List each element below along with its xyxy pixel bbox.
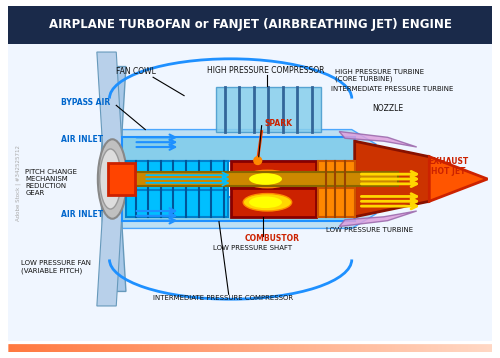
FancyBboxPatch shape xyxy=(8,44,492,341)
Text: AIR INLET: AIR INLET xyxy=(61,135,103,144)
Text: SPARK: SPARK xyxy=(264,119,292,128)
FancyBboxPatch shape xyxy=(112,172,399,186)
FancyBboxPatch shape xyxy=(126,161,228,190)
Polygon shape xyxy=(339,211,416,227)
Text: LOW PRESSURE SHAFT: LOW PRESSURE SHAFT xyxy=(213,245,292,251)
Text: HIGH PRESSURE TURBINE
(CORE TURBINE): HIGH PRESSURE TURBINE (CORE TURBINE) xyxy=(336,68,424,82)
Ellipse shape xyxy=(249,197,282,208)
Text: EXHAUST
HOT JET: EXHAUST HOT JET xyxy=(428,157,469,176)
Ellipse shape xyxy=(243,194,292,211)
Polygon shape xyxy=(122,207,376,228)
Polygon shape xyxy=(97,179,124,306)
Text: LOW PRESSURE FAN
(VARIABLE PITCH): LOW PRESSURE FAN (VARIABLE PITCH) xyxy=(22,261,92,274)
Text: AIR INLET: AIR INLET xyxy=(61,211,103,219)
Text: INTERMEDIATE PRESSURE TURBINE: INTERMEDIATE PRESSURE TURBINE xyxy=(332,86,454,92)
Text: INTERMEDIATE PRESSURE COMPRESSOR: INTERMEDIATE PRESSURE COMPRESSOR xyxy=(153,295,293,301)
FancyBboxPatch shape xyxy=(318,161,354,188)
Ellipse shape xyxy=(249,173,282,185)
Polygon shape xyxy=(430,157,488,201)
Text: Adobe Stock | #342525712: Adobe Stock | #342525712 xyxy=(16,145,21,221)
Polygon shape xyxy=(100,67,126,179)
Polygon shape xyxy=(122,130,376,151)
Ellipse shape xyxy=(98,139,127,219)
FancyBboxPatch shape xyxy=(216,87,321,131)
Polygon shape xyxy=(354,141,454,217)
Polygon shape xyxy=(100,179,126,291)
Ellipse shape xyxy=(100,149,121,209)
Text: COMBUSTOR: COMBUSTOR xyxy=(244,234,299,243)
FancyBboxPatch shape xyxy=(230,188,316,217)
FancyBboxPatch shape xyxy=(122,197,354,221)
Text: NOZZLE: NOZZLE xyxy=(372,104,404,113)
Text: PITCH CHANGE
MECHANISM: PITCH CHANGE MECHANISM xyxy=(25,169,77,182)
Polygon shape xyxy=(339,131,416,147)
Polygon shape xyxy=(97,52,124,179)
Ellipse shape xyxy=(243,170,292,188)
FancyBboxPatch shape xyxy=(108,164,134,194)
Text: LOW PRESSURE TURBINE: LOW PRESSURE TURBINE xyxy=(326,227,412,233)
FancyBboxPatch shape xyxy=(230,161,316,188)
FancyBboxPatch shape xyxy=(122,137,354,161)
Text: BYPASS AIR: BYPASS AIR xyxy=(61,98,110,107)
FancyBboxPatch shape xyxy=(126,190,228,217)
Text: AIRPLANE TURBOFAN or FANJET (AIRBREATHING JET) ENGINE: AIRPLANE TURBOFAN or FANJET (AIRBREATHIN… xyxy=(48,18,452,32)
Text: REDUCTION
GEAR: REDUCTION GEAR xyxy=(25,183,66,196)
FancyBboxPatch shape xyxy=(318,188,354,217)
Text: HIGH PRESSURE COMPRESSOR: HIGH PRESSURE COMPRESSOR xyxy=(208,66,325,75)
Text: FAN COWL: FAN COWL xyxy=(116,67,156,76)
Circle shape xyxy=(254,157,262,164)
FancyBboxPatch shape xyxy=(8,5,492,44)
